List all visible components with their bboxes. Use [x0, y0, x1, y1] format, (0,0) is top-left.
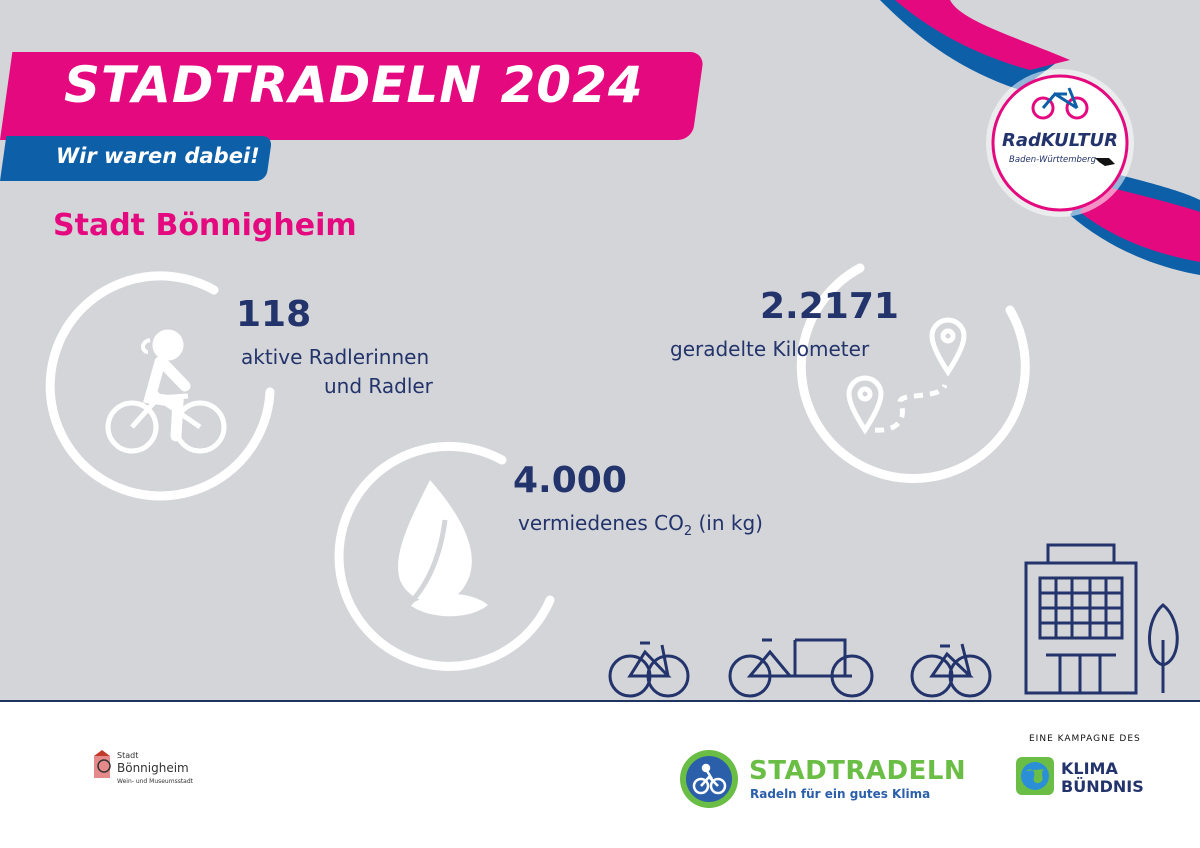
city-logo-tagline: Wein- und Museumsstadt — [117, 778, 194, 785]
riders-arc — [45, 271, 275, 501]
klima-campaign-text: EINE KAMPAGNE DES — [1029, 734, 1141, 744]
city-logo-small: Stadt — [117, 751, 139, 760]
km-label: geradelte Kilometer — [670, 337, 870, 361]
riders-label-line2: und Radler — [324, 374, 433, 398]
ground-line — [0, 700, 1200, 703]
riders-label-line1: aktive Radlerinnen — [241, 345, 430, 369]
footer — [0, 702, 1200, 848]
ribbon-shape — [1080, 185, 1200, 262]
page-title: STADTRADELN 2024 — [64, 56, 644, 114]
stadtradeln-logo-name: STADTRADELN — [749, 756, 967, 786]
klima-logo-line2: BÜNDNIS — [1061, 777, 1144, 796]
leaf-icon — [398, 480, 488, 617]
radkultur-name: RadKULTUR — [1001, 130, 1119, 151]
city-logo-name: Bönnigheim — [117, 761, 189, 775]
radkultur-region: Baden-Württemberg — [1009, 155, 1096, 165]
city-name: Stadt Bönnigheim — [53, 208, 357, 243]
co2-label: vermiedenes CO2 (in kg) — [518, 511, 763, 539]
co2-value: 4.000 — [513, 460, 627, 501]
radkultur-badge — [986, 69, 1134, 217]
cyclist-icon — [105, 329, 227, 454]
ribbon-shape — [895, 0, 1070, 70]
route-map-icon — [846, 317, 967, 435]
bicycle-logo-icon — [1031, 87, 1089, 120]
stadtradeln-logo-slogan: Radeln für ein gutes Klima — [750, 787, 931, 801]
km-value: 2.2171 — [760, 286, 899, 327]
boennigheim-crest-icon — [94, 750, 111, 778]
co2-arc — [334, 441, 555, 671]
lion-emblem-icon — [1095, 158, 1115, 166]
stadtradeln-logo-icon — [680, 750, 738, 808]
e-bike-icon — [608, 641, 690, 698]
bike-icon — [910, 643, 992, 698]
globe-icon — [1016, 757, 1054, 795]
riders-value: 118 — [236, 294, 312, 335]
page-subtitle: Wir waren dabei! — [56, 144, 260, 168]
klima-logo-line1: KLIMA — [1061, 759, 1118, 778]
cargo-bike-icon — [728, 638, 874, 698]
building-icon — [1024, 543, 1138, 695]
km-arc — [796, 263, 1030, 484]
tree-icon — [1148, 603, 1179, 693]
